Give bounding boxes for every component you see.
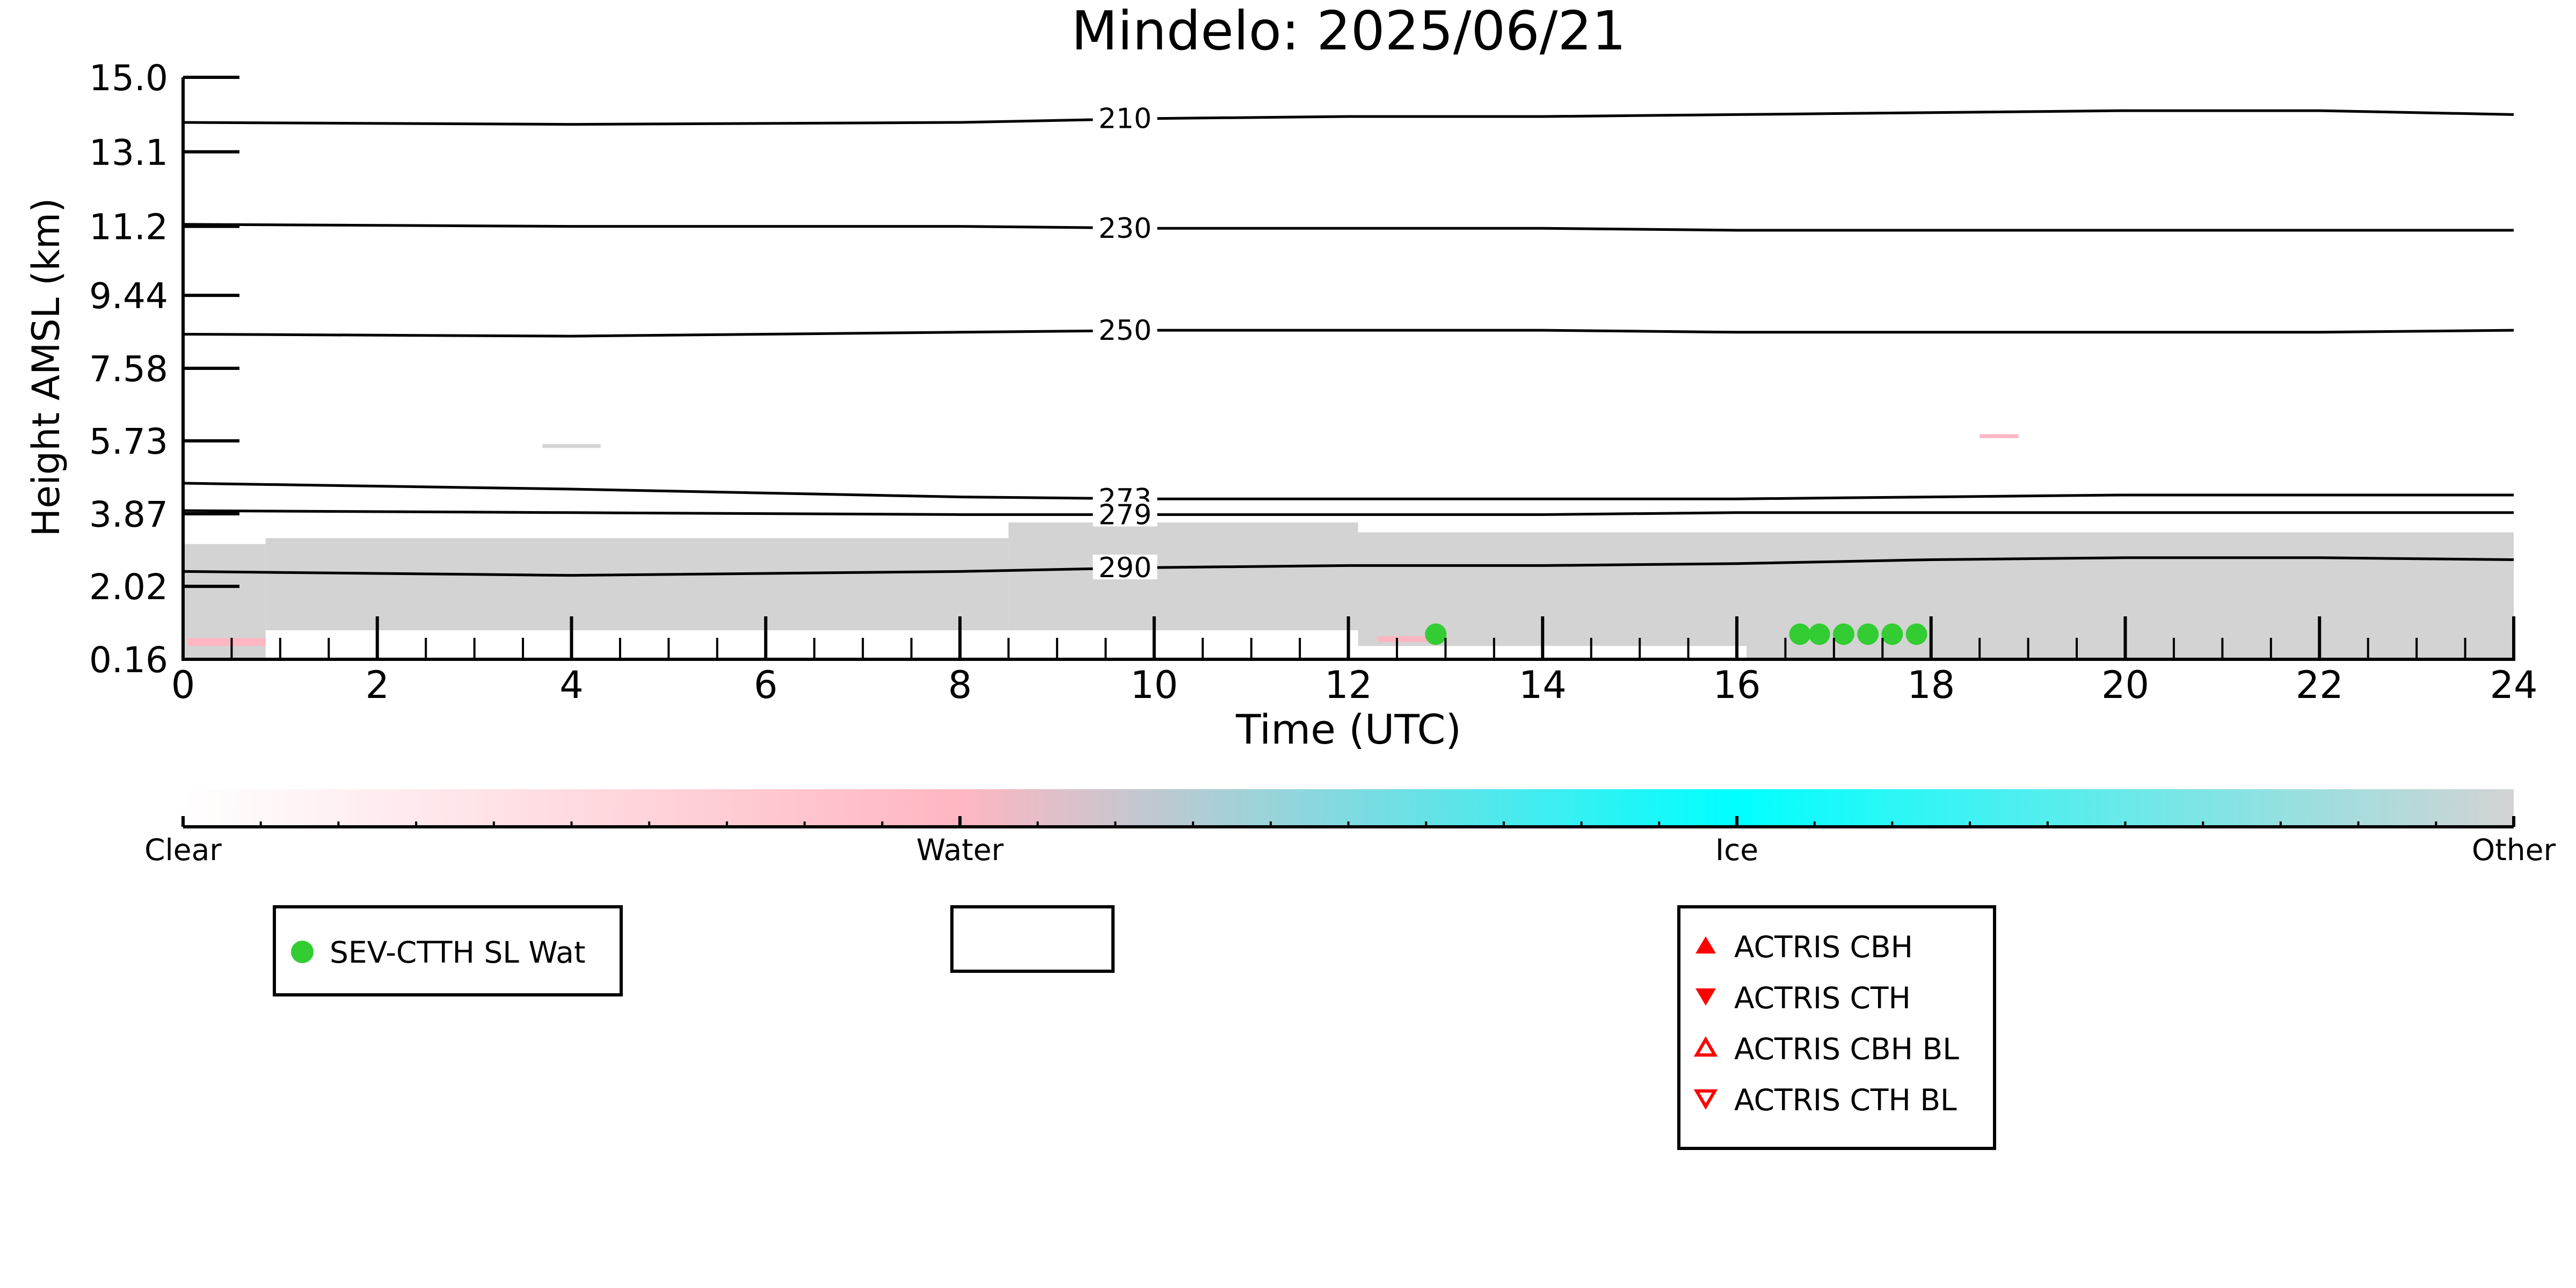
colorbar-label-clear: Clear bbox=[144, 833, 222, 867]
colorbar-ticks bbox=[181, 816, 2515, 827]
isotherm-label-bg-230 bbox=[1093, 215, 1158, 241]
data-point-sev-ctth bbox=[1857, 623, 1879, 645]
x-tick-label: 2 bbox=[365, 663, 389, 707]
y-tick-label: 2.02 bbox=[89, 566, 168, 608]
isotherm-line-290 bbox=[183, 556, 2514, 577]
x-tick-label: 0 bbox=[171, 663, 195, 707]
cloud-region-water bbox=[1980, 434, 2019, 439]
legend-label-sev-ctth: SEV-CTTH SL Wat bbox=[330, 935, 586, 970]
y-tick-label: 11.2 bbox=[89, 207, 168, 248]
isotherm-label-210: 210 bbox=[1098, 103, 1152, 135]
x-tick-label: 18 bbox=[1907, 663, 1955, 707]
data-point-sev-ctth bbox=[1789, 623, 1811, 645]
legend-entry-sev-ctth: SEV-CTTH SL Wat bbox=[283, 935, 586, 970]
x-tick-label: 10 bbox=[1130, 663, 1178, 707]
legend-entry-actris-cbh: ACTRIS CBH bbox=[1688, 930, 1913, 964]
cloud-region-water bbox=[1377, 636, 1436, 642]
x-tick-label: 20 bbox=[2101, 663, 2149, 707]
colorbar-label-other: Other bbox=[2472, 833, 2556, 867]
colorbar-gradient bbox=[183, 789, 2514, 825]
filled-triangle-up-icon bbox=[1688, 931, 1726, 963]
isotherm-line-250 bbox=[183, 329, 2514, 338]
isotherm-label-279: 279 bbox=[1098, 499, 1152, 531]
filled-triangle-down-icon bbox=[1688, 982, 1726, 1014]
green-dot-icon bbox=[283, 936, 321, 969]
chart-title: Mindelo: 2025/06/21 bbox=[1071, 0, 1626, 62]
class-colorbar: Clear Water Ice Other bbox=[144, 789, 2556, 867]
x-tick-label: 16 bbox=[1713, 663, 1760, 707]
isotherm-line-210 bbox=[183, 109, 2514, 126]
data-point-layer bbox=[1425, 623, 1927, 645]
colorbar-label-water: Water bbox=[916, 833, 1004, 867]
x-tick-label: 8 bbox=[948, 663, 972, 707]
y-tick-label: 3.87 bbox=[89, 494, 168, 535]
cloud-region-water bbox=[188, 638, 266, 646]
data-point-sev-ctth bbox=[1832, 623, 1854, 645]
data-point-sev-ctth bbox=[1808, 623, 1830, 645]
legend-actris: ACTRIS CBH ACTRIS CTH ACTRIS CBH BL ACTR… bbox=[1677, 905, 1996, 1150]
hollow-triangle-up-icon bbox=[1688, 1033, 1726, 1065]
y-tick-label: 5.73 bbox=[89, 421, 168, 462]
isotherm-label-250: 250 bbox=[1098, 315, 1152, 347]
isotherm-label-230: 230 bbox=[1098, 213, 1152, 245]
isotherm-line-230 bbox=[183, 223, 2514, 232]
y-tick-label: 15.0 bbox=[89, 57, 168, 99]
axes: 0 2 4 6 8 10 12 14 16 18 20 22 240.162.023.875.737.5… bbox=[89, 57, 2537, 707]
isotherm-line-279 bbox=[183, 509, 2514, 516]
isotherm-label-bg-290 bbox=[1093, 555, 1158, 580]
cloud-region-other bbox=[265, 538, 1009, 630]
x-tick-label: 12 bbox=[1325, 663, 1372, 707]
legend-entry-actris-cth: ACTRIS CTH bbox=[1688, 981, 1911, 1015]
y-tick-label: 7.58 bbox=[89, 348, 168, 390]
y-axis-label: Height AMSL (km) bbox=[24, 198, 68, 537]
x-tick-label: 24 bbox=[2490, 663, 2537, 707]
colorbar-label-ice: Ice bbox=[1715, 833, 1758, 867]
data-point-sev-ctth bbox=[1905, 623, 1927, 645]
x-tick-label: 6 bbox=[754, 663, 778, 707]
y-tick-label: 9.44 bbox=[89, 275, 168, 317]
hollow-triangle-down-icon bbox=[1688, 1084, 1726, 1116]
legend-satellite: SEV-CTTH SL Wat bbox=[273, 905, 623, 996]
cloud-region-other bbox=[1358, 532, 1747, 646]
legend-entry-actris-cbh-bl: ACTRIS CBH BL bbox=[1688, 1032, 1959, 1066]
cloud-region-other bbox=[542, 443, 601, 448]
y-tick-label: 0.16 bbox=[89, 639, 168, 681]
legend-label-actris-cbh-bl: ACTRIS CBH BL bbox=[1734, 1032, 1959, 1066]
legend-entry-actris-cth-bl: ACTRIS CTH BL bbox=[1688, 1083, 1957, 1117]
x-tick-label: 4 bbox=[559, 663, 584, 707]
legend-label-actris-cth: ACTRIS CTH bbox=[1734, 981, 1911, 1015]
legend-empty bbox=[950, 905, 1115, 973]
isotherm-label-bg-279 bbox=[1093, 501, 1158, 527]
data-point-sev-ctth bbox=[1425, 623, 1447, 645]
x-tick-label: 22 bbox=[2296, 663, 2344, 707]
x-axis-label: Time (UTC) bbox=[1235, 705, 1461, 753]
isotherm-label-bg-210 bbox=[1093, 105, 1158, 130]
isotherm-label-290: 290 bbox=[1098, 552, 1152, 584]
isotherm-label-bg-250 bbox=[1093, 317, 1158, 343]
y-tick-label: 13.1 bbox=[89, 132, 168, 173]
data-point-sev-ctth bbox=[1881, 623, 1903, 645]
legend-label-actris-cth-bl: ACTRIS CTH BL bbox=[1734, 1083, 1957, 1117]
x-tick-label: 14 bbox=[1519, 663, 1567, 707]
cloud-region-other bbox=[1008, 522, 1358, 630]
legend-label-actris-cbh: ACTRIS CBH bbox=[1734, 930, 1913, 964]
isotherm-line-273 bbox=[183, 482, 2514, 500]
